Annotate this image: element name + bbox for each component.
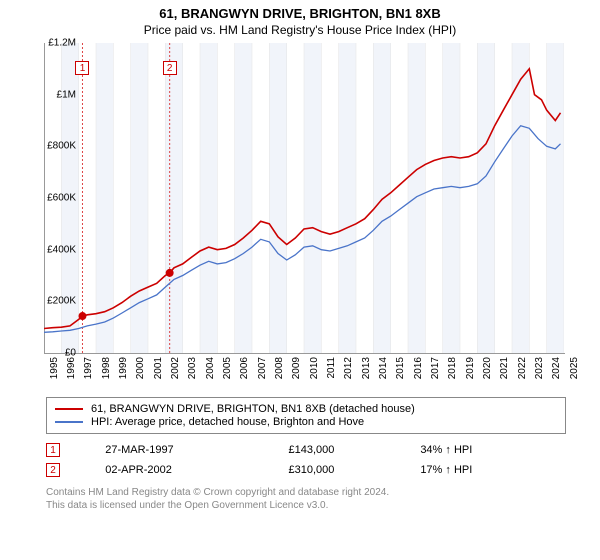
x-tick-label: 1997: [83, 357, 94, 379]
y-tick-label: £200K: [47, 296, 76, 307]
x-tick-label: 1996: [66, 357, 77, 379]
x-tick-label: 2001: [153, 357, 164, 379]
x-tick-label: 2020: [482, 357, 493, 379]
x-tick-label: 2008: [274, 357, 285, 379]
y-tick-label: £1M: [57, 89, 76, 100]
x-tick-label: 2002: [170, 357, 181, 379]
x-tick-label: 2022: [517, 357, 528, 379]
x-tick-label: 2023: [534, 357, 545, 379]
chart-area: £0£200K£400K£600K£800K£1M£1.2M 199519961…: [44, 43, 600, 353]
x-tick-label: 2016: [413, 357, 424, 379]
y-tick-label: £600K: [47, 193, 76, 204]
sale-marker-box: 2: [163, 61, 177, 75]
sale-number-box: 2: [46, 463, 60, 477]
x-tick-label: 2021: [499, 357, 510, 379]
y-tick-label: £1.2M: [48, 38, 76, 49]
x-tick-label: 1999: [118, 357, 129, 379]
legend-swatch-icon: [55, 421, 83, 423]
legend-label: HPI: Average price, detached house, Brig…: [91, 416, 364, 428]
sale-number-box: 1: [46, 443, 60, 457]
legend-swatch-icon: [55, 408, 83, 410]
x-tick-label: 2024: [551, 357, 562, 379]
x-tick-label: 2019: [465, 357, 476, 379]
sale-price: £310,000: [288, 460, 420, 480]
sales-table: 1 27-MAR-1997£143,00034% ↑ HPI 2 02-APR-200…: [46, 440, 566, 480]
legend-item-hpi: HPI: Average price, detached house, Brig…: [55, 416, 557, 428]
x-tick-label: 2015: [395, 357, 406, 379]
x-tick-label: 2005: [222, 357, 233, 379]
x-tick-label: 2006: [239, 357, 250, 379]
x-tick-label: 2018: [447, 357, 458, 379]
x-tick-label: 1998: [101, 357, 112, 379]
page-subtitle: Price paid vs. HM Land Registry's House …: [10, 23, 590, 37]
y-tick-label: £800K: [47, 141, 76, 152]
sale-price: £143,000: [288, 440, 420, 460]
legend-item-property: 61, BRANGWYN DRIVE, BRIGHTON, BN1 8XB (d…: [55, 403, 557, 415]
footnote: Contains HM Land Registry data © Crown c…: [46, 486, 566, 512]
x-tick-label: 2004: [205, 357, 216, 379]
page-title: 61, BRANGWYN DRIVE, BRIGHTON, BN1 8XB: [10, 6, 590, 21]
x-tick-label: 2000: [135, 357, 146, 379]
footnote-line: Contains HM Land Registry data © Crown c…: [46, 487, 389, 498]
sale-date: 02-APR-2002: [105, 460, 288, 480]
legend-label: 61, BRANGWYN DRIVE, BRIGHTON, BN1 8XB (d…: [91, 403, 415, 415]
x-tick-label: 2013: [361, 357, 372, 379]
x-tick-label: 2025: [569, 357, 580, 379]
sale-date: 27-MAR-1997: [105, 440, 288, 460]
sale-marker-box: 1: [75, 61, 89, 75]
sale-delta: 17% ↑ HPI: [420, 460, 566, 480]
x-tick-label: 2010: [309, 357, 320, 379]
x-tick-label: 2003: [187, 357, 198, 379]
chart-lines: [44, 43, 564, 353]
x-tick-label: 2011: [326, 357, 337, 379]
x-tick-label: 1995: [49, 357, 60, 379]
sales-row: 1 27-MAR-1997£143,00034% ↑ HPI: [46, 440, 566, 460]
x-tick-label: 2012: [343, 357, 354, 379]
y-tick-label: £400K: [47, 244, 76, 255]
legend: 61, BRANGWYN DRIVE, BRIGHTON, BN1 8XB (d…: [46, 397, 566, 434]
x-tick-label: 2017: [430, 357, 441, 379]
footnote-line: This data is licensed under the Open Gov…: [46, 500, 328, 511]
sale-delta: 34% ↑ HPI: [420, 440, 566, 460]
sales-row: 2 02-APR-2002£310,00017% ↑ HPI: [46, 460, 566, 480]
x-tick-label: 2007: [257, 357, 268, 379]
x-tick-label: 2014: [378, 357, 389, 379]
x-tick-label: 2009: [291, 357, 302, 379]
